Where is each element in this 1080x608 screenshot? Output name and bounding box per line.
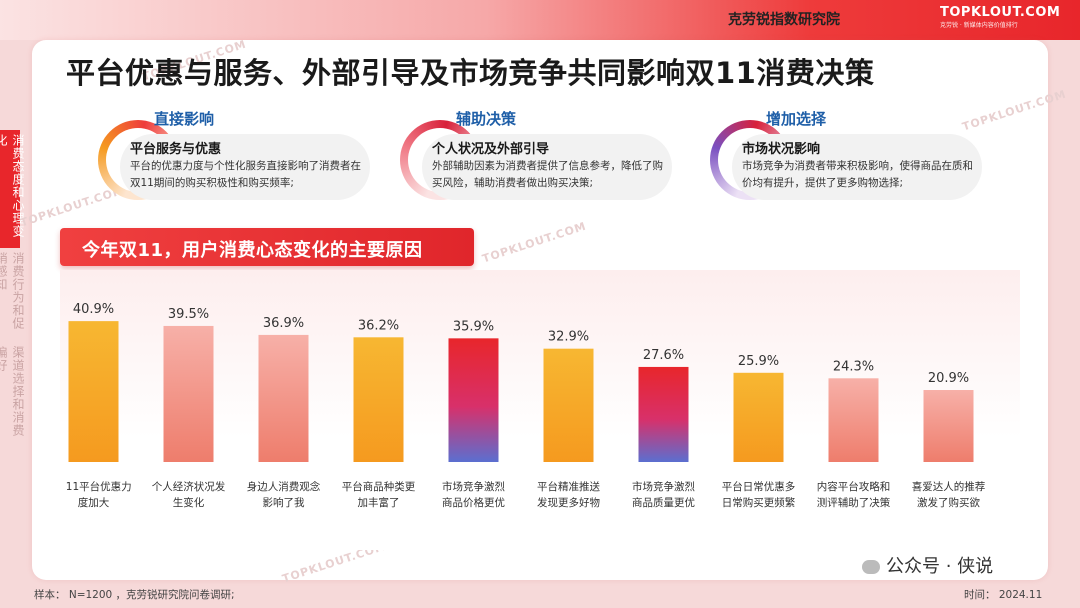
- wechat-label: 公众号 · 侠说: [886, 556, 994, 577]
- sample-note: 样本： N=1200 ，克劳锐研究院问卷调研;: [34, 589, 235, 601]
- chart-title: 今年双11，用户消费心态变化的主要原因: [82, 240, 423, 261]
- category-label: 喜爱达人的推荐: [912, 480, 986, 493]
- org-name: 克劳锐指数研究院: [728, 12, 840, 28]
- category-label: 市场竞争激烈: [442, 480, 505, 493]
- category-label: 度加大: [78, 496, 110, 509]
- panel-heading: 个人状况及外部引导: [432, 142, 550, 157]
- bar: [258, 334, 309, 462]
- category-label: 日常购买更频繁: [722, 496, 796, 509]
- category-label: 平台日常优惠多: [722, 480, 796, 493]
- page-title: 平台优惠与服务、外部引导及市场竞争共同影响双11消费决策: [66, 56, 875, 90]
- panel-heading: 平台服务与优惠: [130, 142, 222, 157]
- wechat-icon: [862, 560, 880, 574]
- chart-title-banner: 今年双11，用户消费心态变化的主要原因: [60, 228, 474, 266]
- category-label: 市场竞争激烈: [632, 480, 695, 493]
- panel-tag: 直接影响: [154, 110, 215, 128]
- bar: [923, 390, 974, 462]
- bar-value-label: 36.9%: [263, 316, 304, 331]
- panel-desc: 平台的优惠力度与个性化服务直接影响了消费者在双11期间的购买积极性和购买频率;: [130, 160, 361, 189]
- bar-value-label: 27.6%: [643, 348, 684, 363]
- category-label: 生变化: [173, 496, 205, 509]
- bar-value-label: 39.5%: [168, 307, 209, 322]
- bar-value-label: 40.9%: [73, 302, 114, 317]
- bar: [638, 366, 689, 462]
- category-label: 平台商品种类更: [342, 480, 416, 493]
- section-sidebar: 消费态度和心理变化 消费行为和促销感知 渠道选择和消费偏好: [0, 130, 25, 446]
- sidebar-item-channel[interactable]: 渠道选择和消费偏好: [0, 346, 25, 437]
- category-label: 加丰富了: [358, 496, 400, 509]
- panel-box: [422, 134, 672, 200]
- panel-direct: 直接影响 平台服务与优惠 平台的优惠力度与个性化服务直接影响了消费者在双11期间…: [98, 108, 388, 218]
- category-label: 平台精准推送: [537, 480, 600, 493]
- panel-box: [120, 134, 370, 200]
- panel-tag: 辅助决策: [456, 110, 517, 128]
- sidebar-item-attitude[interactable]: 消费态度和心理变化: [0, 130, 25, 248]
- category-label: 个人经济状况发: [152, 480, 226, 493]
- bar-value-label: 36.2%: [358, 318, 399, 333]
- bar-value-label: 35.9%: [453, 319, 494, 334]
- panel-assist: 辅助决策 个人状况及外部引导 外部辅助因素为消费者提供了信息参考，降低了购买风险…: [400, 108, 690, 218]
- bar: [353, 337, 404, 462]
- category-label: 双11平台优惠力: [66, 480, 132, 493]
- panel-desc: 外部辅助因素为消费者提供了信息参考，降低了购买风险，辅助消费者做出购买决策;: [432, 160, 663, 189]
- category-label: 激发了购买欲: [917, 496, 980, 509]
- panel-heading: 市场状况影响: [742, 142, 821, 157]
- category-label: 内容平台攻略和: [817, 480, 891, 493]
- bar-value-label: 20.9%: [928, 371, 969, 386]
- wechat-account: 公众号 · 侠说: [862, 552, 993, 578]
- category-label: 测评辅助了决策: [817, 496, 891, 509]
- brand-logo: TOPKLOUT.COM 克劳锐 · 新媒体内容价值排行: [940, 5, 1060, 35]
- panel-tag: 增加选择: [766, 110, 827, 128]
- bar: [543, 348, 594, 462]
- panel-choice: 增加选择 市场状况影响 市场竞争为消费者带来积极影响，使得商品在质和价均有提升，…: [710, 108, 1000, 218]
- brand-sub: 克劳锐 · 新媒体内容价值排行: [940, 22, 1018, 29]
- top-banner: [0, 0, 1080, 40]
- date-note: 时间： 2024.11: [964, 589, 1043, 601]
- bar: [448, 338, 499, 462]
- bar-value-label: 24.3%: [833, 359, 874, 374]
- category-label: 商品价格更优: [442, 496, 505, 509]
- bar: [828, 378, 879, 462]
- category-label: 发现更多好物: [537, 496, 600, 509]
- bar-value-label: 25.9%: [738, 354, 779, 369]
- sidebar-item-behavior[interactable]: 消费行为和促销感知: [0, 252, 25, 330]
- brand-name: TOPKLOUT.COM: [940, 5, 1061, 20]
- category-label: 影响了我: [263, 496, 305, 509]
- bar: [68, 321, 119, 462]
- bar: [163, 325, 214, 462]
- category-label: 商品质量更优: [632, 496, 695, 509]
- panel-box: [732, 134, 982, 200]
- bar-value-label: 32.9%: [548, 330, 589, 345]
- panel-desc: 市场竞争为消费者带来积极影响，使得商品在质和价均有提升，提供了更多购物选择;: [742, 160, 973, 189]
- bar: [733, 372, 784, 462]
- category-label: 身边人消费观念: [247, 480, 321, 493]
